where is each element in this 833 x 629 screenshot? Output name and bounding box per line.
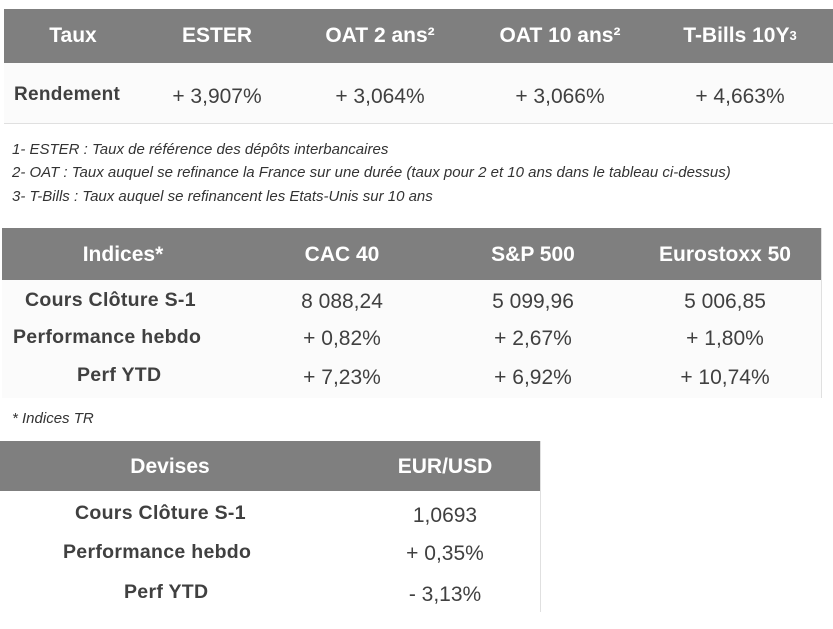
indices-cours-cac40: 8 088,24 [301, 290, 383, 313]
indices-perf-ytd-sp500: + 6,92% [494, 366, 572, 389]
taux-row-label: Rendement [14, 84, 121, 105]
devises-row-perf-hebdo-label: Performance hebdo [63, 541, 252, 563]
devises-right-border [540, 441, 541, 612]
indices-perf-ytd-cac40: + 7,23% [303, 366, 381, 389]
taux-value-tbills: + 4,663% [695, 85, 785, 108]
indices-perf-hebdo-sp500: + 2,67% [494, 327, 572, 350]
taux-header-oat10: OAT 10 ans² [499, 24, 621, 47]
taux-value-oat10: + 3,066% [515, 85, 605, 108]
indices-cours-eurostoxx50: 5 006,85 [684, 290, 766, 313]
taux-header-ester: ESTER [181, 24, 253, 47]
note-ester: 1- ESTER : Taux de référence des dépôts … [12, 141, 389, 158]
indices-perf-hebdo-eurostoxx50: + 1,80% [686, 327, 764, 350]
indices-row-perf-ytd-label: Perf YTD [77, 364, 162, 386]
taux-header-oat2: OAT 2 ans² [325, 24, 435, 47]
taux-header-row [4, 9, 833, 63]
indices-right-border [821, 228, 822, 398]
indices-header-cac40: CAC 40 [304, 243, 380, 266]
indices-header-sp500: S&P 500 [491, 243, 575, 266]
devises-row-cours-label: Cours Clôture S-1 [75, 502, 246, 524]
taux-header-tbills: T-Bills 10Y3 [683, 25, 796, 46]
devises-perf-hebdo-eurusd: + 0,35% [406, 542, 484, 565]
devises-header-devises: Devises [130, 455, 210, 478]
taux-value-oat2: + 3,064% [335, 85, 425, 108]
devises-cours-eurusd: 1,0693 [412, 504, 478, 527]
taux-header-taux: Taux [49, 24, 97, 47]
devises-body [0, 491, 540, 612]
indices-row-cours-label: Cours Clôture S-1 [25, 289, 196, 311]
indices-header-indices: Indices* [82, 243, 164, 266]
taux-header-tbills-label: T-Bills 10Y [683, 24, 790, 47]
indices-cours-sp500: 5 099,96 [492, 290, 574, 313]
taux-value-ester: + 3,907% [172, 85, 262, 108]
devises-header-row [0, 441, 540, 491]
indices-body [2, 280, 821, 398]
indices-row-perf-hebdo-label: Performance hebdo [13, 326, 202, 348]
indices-perf-hebdo-cac40: + 0,82% [303, 327, 381, 350]
devises-header-eurusd: EUR/USD [397, 455, 493, 478]
indices-perf-ytd-eurostoxx50: + 10,74% [680, 366, 770, 389]
taux-header-tbills-superscript: 3 [789, 28, 797, 43]
note-tbills: 3- T-Bills : Taux auquel se refinancent … [12, 188, 433, 205]
indices-header-eurostoxx50: Eurostoxx 50 [659, 243, 791, 266]
taux-body [4, 63, 833, 123]
indices-footnote: * Indices TR [12, 410, 94, 427]
note-oat: 2- OAT : Taux auquel se refinance la Fra… [12, 164, 731, 181]
devises-row-perf-ytd-label: Perf YTD [124, 581, 209, 603]
taux-bottom-border [4, 123, 833, 124]
indices-header-row [2, 228, 821, 280]
devises-perf-ytd-eurusd: - 3,13% [408, 583, 482, 606]
